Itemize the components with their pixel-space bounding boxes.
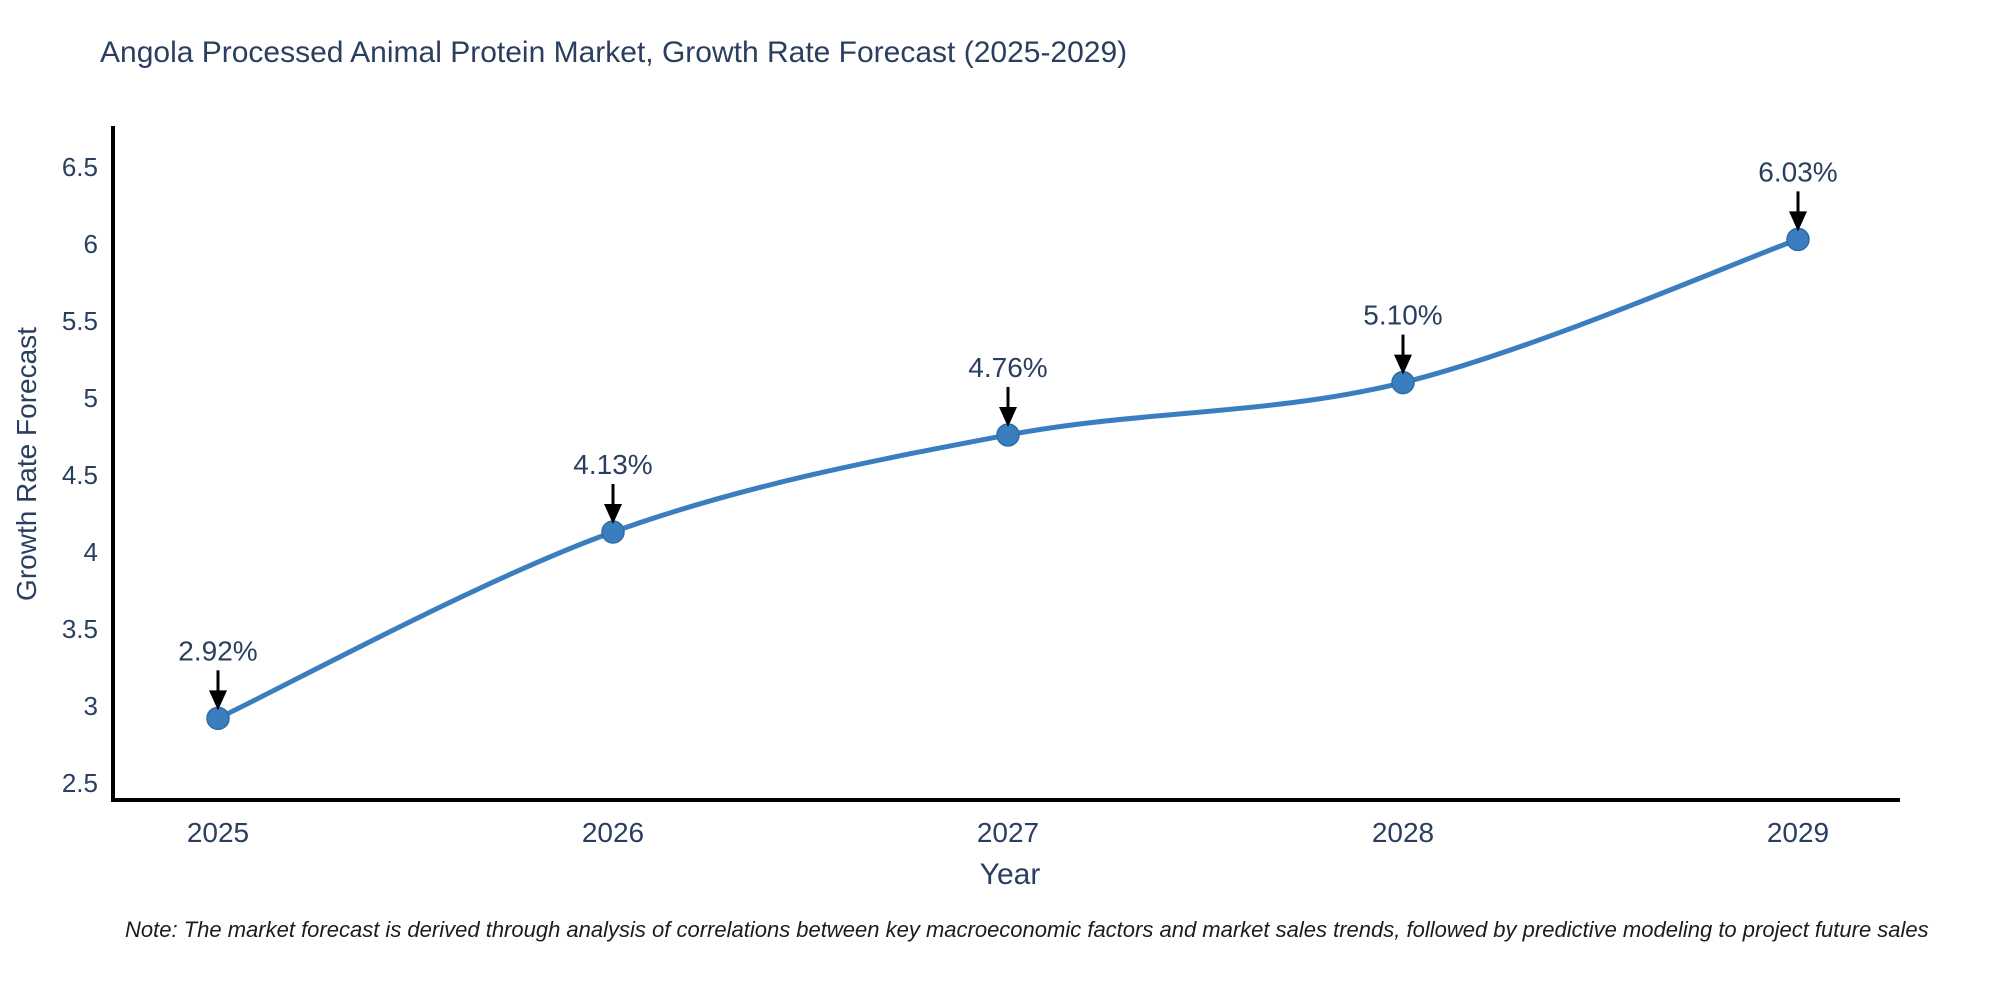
y-tick-label: 4.5	[62, 460, 98, 490]
data-point-2028	[1391, 370, 1415, 395]
point-value-label: 4.76%	[968, 352, 1047, 383]
annotation-2026: 4.13%	[573, 449, 653, 524]
data-point-2029	[1786, 227, 1810, 252]
x-tick-label: 2026	[582, 817, 644, 848]
annotation-2029: 6.03%	[1758, 156, 1838, 232]
x-axis-title: Year	[979, 858, 1041, 891]
series-line	[215, 236, 1801, 721]
y-tick-label: 6	[84, 229, 98, 259]
data-point-2027	[996, 423, 1020, 447]
annotation-2025: 2.92%	[178, 635, 258, 711]
arrow-down-icon	[209, 690, 227, 711]
point-value-label: 5.10%	[1363, 300, 1442, 331]
y-tick-label: 6.5	[62, 152, 98, 182]
arrow-down-icon	[1394, 354, 1412, 375]
x-tick-label: 2025	[187, 817, 249, 848]
x-tick-label: 2028	[1372, 817, 1434, 848]
x-tick-label: 2027	[977, 817, 1039, 848]
y-tick-label: 4	[84, 537, 98, 567]
data-point-2026	[601, 520, 625, 544]
arrow-down-icon	[604, 503, 622, 524]
y-tick-label: 5.5	[62, 306, 98, 336]
arrow-down-icon	[999, 406, 1017, 427]
point-value-label: 6.03%	[1758, 156, 1837, 187]
point-value-label: 2.92%	[178, 635, 257, 666]
y-tick-label: 5	[84, 383, 98, 413]
footnote: Note: The market forecast is derived thr…	[125, 917, 1929, 942]
y-tick-label: 2.5	[62, 768, 98, 798]
y-tick-label: 3.5	[62, 614, 98, 644]
data-point-2025	[206, 706, 230, 731]
annotation-2027: 4.76%	[968, 352, 1048, 427]
point-value-label: 4.13%	[573, 449, 652, 480]
x-tick-label: 2029	[1767, 817, 1829, 848]
chart-title: Angola Processed Animal Protein Market, …	[100, 36, 1128, 69]
y-tick-label: 3	[84, 691, 98, 721]
annotation-2028: 5.10%	[1363, 300, 1443, 375]
arrow-down-icon	[1789, 211, 1807, 232]
